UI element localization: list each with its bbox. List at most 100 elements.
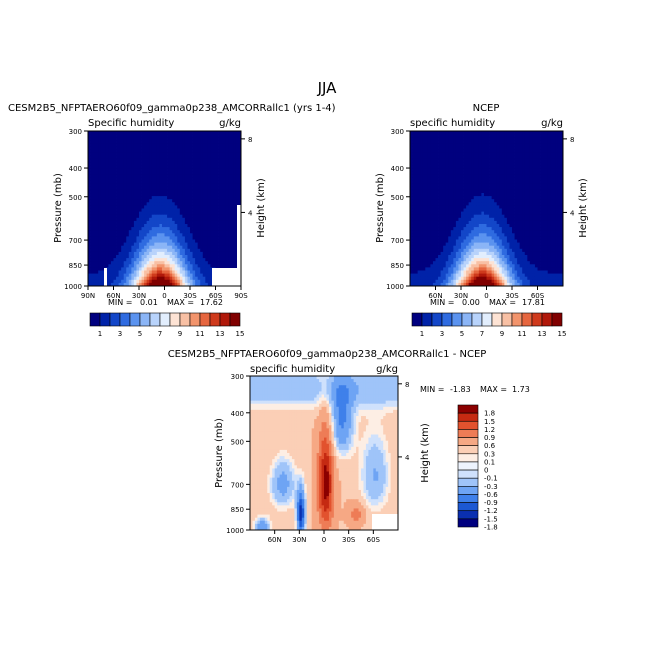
model-field-cell <box>174 155 178 160</box>
model-field-cell <box>88 267 91 271</box>
model-field-cell <box>149 174 153 178</box>
obs-field-cell <box>504 211 508 216</box>
model-field-cell <box>223 155 227 160</box>
model-field-cell <box>110 242 114 247</box>
model-field-cell <box>103 242 107 247</box>
obs-field-cell <box>481 211 485 216</box>
obs-field-cell <box>435 220 439 225</box>
model-field-cell <box>202 143 206 147</box>
model-field-cell <box>116 149 119 154</box>
obs-field-cell <box>476 227 480 231</box>
model-field-cell <box>192 220 196 225</box>
model-field-cell <box>154 258 158 262</box>
obs-field-cell <box>486 208 490 212</box>
model-field-cell <box>161 196 165 200</box>
obs-field-cell <box>478 202 482 206</box>
model-field-cell <box>223 214 227 219</box>
obs-field-cell <box>432 171 436 175</box>
model-field-cell <box>93 189 97 194</box>
model-field-cell <box>95 251 99 256</box>
model-field-cell <box>197 158 201 163</box>
model-field-cell <box>182 149 186 154</box>
model-field-cell <box>177 282 181 286</box>
model-field-cell <box>190 261 193 265</box>
model-field-cell <box>98 236 102 240</box>
model-field-cell <box>228 258 232 262</box>
model-field-cell <box>195 149 199 154</box>
model-field-cell <box>126 152 130 157</box>
model-field-cell <box>182 199 186 203</box>
model-field-cell <box>121 152 125 157</box>
obs-field-cell <box>427 227 431 231</box>
model-field-cell <box>220 158 224 163</box>
model-field-cell <box>184 220 188 225</box>
obs-field-cell <box>425 155 429 160</box>
obs-field-cell <box>499 211 503 216</box>
model-field-cell <box>169 186 173 191</box>
model-field-cell <box>233 248 237 253</box>
model-field-cell <box>144 189 148 194</box>
model-field-cell <box>215 137 219 141</box>
obs-field-cell <box>432 174 436 178</box>
model-field-cell <box>187 146 191 150</box>
obs-field-cell <box>560 140 563 144</box>
model-field-cell <box>225 202 229 206</box>
obs-field-cell <box>552 158 556 163</box>
model-field-cell <box>179 224 183 228</box>
obs-field-cell <box>453 180 457 185</box>
model-field-cell <box>88 208 91 212</box>
obs-field-cell <box>461 214 464 219</box>
model-field-cell <box>159 214 163 219</box>
obs-field-cell <box>453 211 457 216</box>
model-field-cell <box>184 149 188 154</box>
obs-field-cell <box>552 183 556 188</box>
model-field-cell <box>103 186 107 191</box>
obs-field-cell <box>522 205 526 209</box>
model-field-cell <box>223 140 227 144</box>
model-field-cell <box>93 236 97 240</box>
obs-field-cell <box>560 183 563 188</box>
obs-field-cell <box>496 205 500 209</box>
obs-field-cell <box>506 224 510 228</box>
obs-field-cell <box>555 177 559 181</box>
model-field-cell <box>149 155 153 160</box>
obs-field-cell <box>550 134 554 138</box>
model-field-cell <box>121 158 125 163</box>
model-field-cell <box>215 258 219 262</box>
obs-field-cell <box>417 180 421 185</box>
model-field-cell <box>164 276 168 281</box>
obs-field-cell <box>468 171 472 175</box>
model-field-cell <box>190 242 193 247</box>
model-field-cell <box>179 149 183 154</box>
obs-field-cell <box>440 217 444 222</box>
obs-units: g/kg <box>541 118 563 129</box>
obs-field-cell <box>532 168 536 172</box>
obs-field-cell <box>557 131 561 135</box>
model-field-cell <box>131 242 135 247</box>
model-field-cell <box>110 205 114 209</box>
model-field-cell <box>128 180 132 185</box>
model-field-cell <box>167 152 170 157</box>
model-field-cell <box>177 208 181 212</box>
obs-field-cell <box>552 186 556 191</box>
model-field-cell <box>131 255 135 259</box>
model-field-cell <box>136 168 140 172</box>
model-field-cell <box>195 239 199 243</box>
model-field-cell <box>161 245 165 250</box>
model-field-cell <box>113 258 117 262</box>
model-colorbar-swatch <box>179 312 191 327</box>
obs-field-cell <box>557 152 561 157</box>
model-field-cell <box>131 279 135 284</box>
model-field-cell <box>218 196 221 200</box>
obs-field-cell <box>478 217 482 222</box>
model-field-cell <box>200 217 204 222</box>
obs-field-cell <box>555 146 559 150</box>
obs-field-cell <box>483 214 487 219</box>
obs-field-cell <box>517 155 521 160</box>
model-field-cell <box>133 214 137 219</box>
model-field-cell <box>200 189 204 194</box>
obs-field-cell <box>458 168 462 172</box>
model-field-cell <box>190 230 193 234</box>
obs-field-cell <box>557 140 561 144</box>
model-field-cell <box>118 242 122 247</box>
